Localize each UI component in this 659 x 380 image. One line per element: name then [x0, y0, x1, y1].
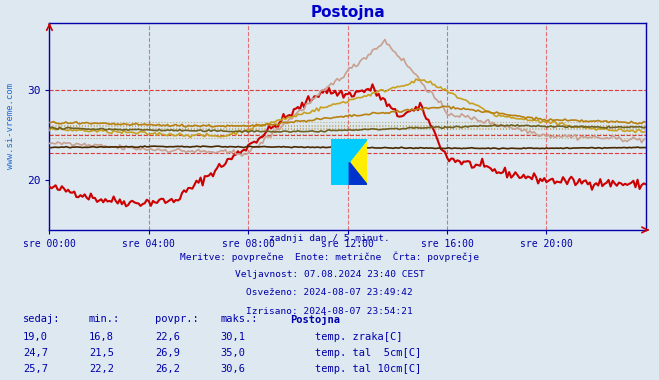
- Text: temp. tal  5cm[C]: temp. tal 5cm[C]: [315, 348, 421, 358]
- Title: Postojna: Postojna: [310, 5, 385, 20]
- Text: Izrisano: 2024-08-07 23:54:21: Izrisano: 2024-08-07 23:54:21: [246, 307, 413, 316]
- Text: sedaj:: sedaj:: [23, 314, 61, 323]
- Text: www.si-vreme.com: www.si-vreme.com: [6, 83, 15, 169]
- Text: temp. zraka[C]: temp. zraka[C]: [315, 332, 403, 342]
- Text: min.:: min.:: [89, 314, 120, 323]
- Text: povpr.:: povpr.:: [155, 314, 198, 323]
- Text: Meritve: povprečne  Enote: metrične  Črta: povprečje: Meritve: povprečne Enote: metrične Črta:…: [180, 252, 479, 263]
- Polygon shape: [349, 139, 368, 162]
- Text: 19,0: 19,0: [23, 332, 48, 342]
- Text: 30,6: 30,6: [221, 364, 246, 374]
- Text: Postojna: Postojna: [290, 314, 340, 325]
- Text: 22,2: 22,2: [89, 364, 114, 374]
- Text: 21,5: 21,5: [89, 348, 114, 358]
- Text: 35,0: 35,0: [221, 348, 246, 358]
- Text: 30,1: 30,1: [221, 332, 246, 342]
- Text: 25,7: 25,7: [23, 364, 48, 374]
- Polygon shape: [331, 139, 368, 185]
- Text: zadnji dan / 5 minut.: zadnji dan / 5 minut.: [269, 234, 390, 243]
- Text: maks.:: maks.:: [221, 314, 258, 323]
- Text: 22,6: 22,6: [155, 332, 180, 342]
- Text: 26,9: 26,9: [155, 348, 180, 358]
- Polygon shape: [349, 162, 368, 185]
- Polygon shape: [331, 139, 349, 185]
- Text: Veljavnost: 07.08.2024 23:40 CEST: Veljavnost: 07.08.2024 23:40 CEST: [235, 270, 424, 279]
- Text: 26,2: 26,2: [155, 364, 180, 374]
- Text: temp. tal 10cm[C]: temp. tal 10cm[C]: [315, 364, 421, 374]
- Text: 24,7: 24,7: [23, 348, 48, 358]
- Text: Osveženo: 2024-08-07 23:49:42: Osveženo: 2024-08-07 23:49:42: [246, 288, 413, 298]
- Text: 16,8: 16,8: [89, 332, 114, 342]
